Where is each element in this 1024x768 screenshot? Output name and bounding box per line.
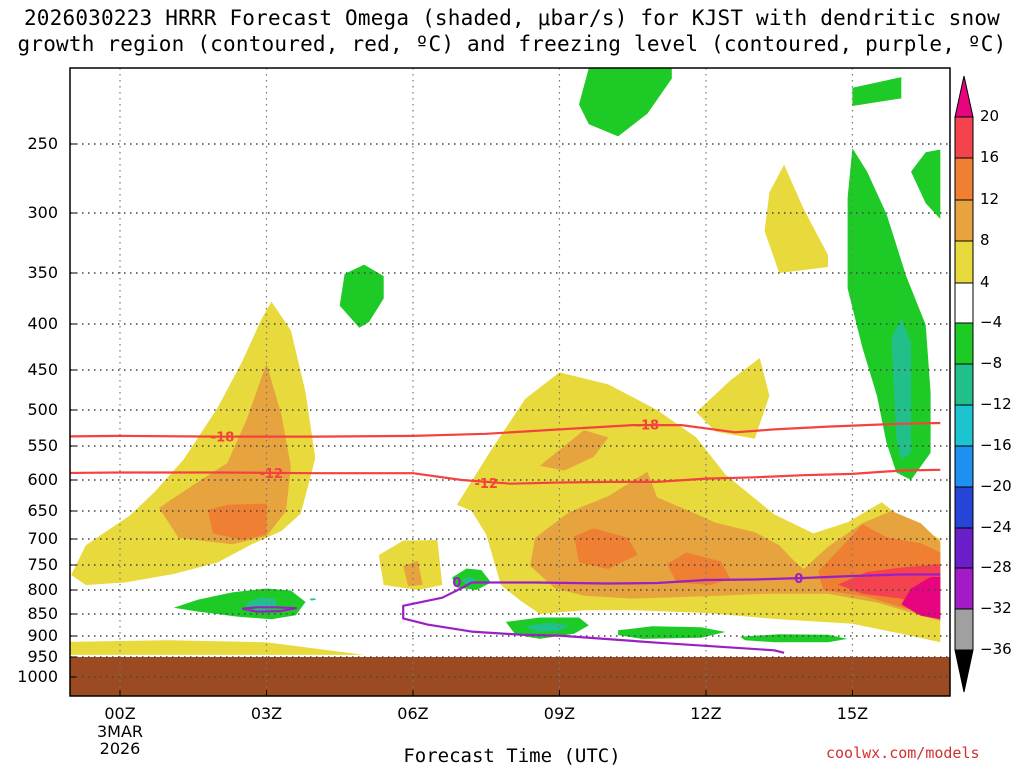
- omega-region-15: [901, 577, 941, 620]
- contour-label-0-0: -18: [211, 431, 235, 446]
- x-tick-label-09Z: 09Z: [543, 704, 576, 723]
- omega-region-24: [618, 626, 726, 639]
- grid-layer: [70, 68, 950, 696]
- colorbar-bin-9: [954, 445, 974, 488]
- contour-label-2-1: 0: [794, 572, 803, 587]
- y-tick-label-600: 600: [27, 470, 58, 489]
- omega-region-0: [70, 640, 365, 655]
- colorbar: [954, 75, 974, 693]
- colorbar-label-12: −32: [980, 599, 1012, 617]
- colorbar-bin-7: [954, 363, 974, 406]
- colorbar-label-8: −16: [980, 436, 1012, 454]
- chart-title-line-2: growth region (contoured, red, ºC) and f…: [17, 32, 1007, 56]
- x-tick-label-00Z: 00Z: [104, 704, 136, 723]
- contour-0: [70, 421, 941, 438]
- colorbar-bin-12: [954, 567, 974, 610]
- contour-label-2-0: 0: [452, 576, 461, 591]
- x-axis-title: Forecast Time (UTC): [403, 745, 621, 767]
- y-tick-label-700: 700: [27, 529, 58, 548]
- y-tick-label-750: 750: [27, 555, 58, 574]
- colorbar-bin-4: [954, 240, 974, 284]
- colorbar-label-1: 16: [980, 148, 1000, 166]
- credit-text: coolwx.com/models: [826, 744, 980, 762]
- contour-label-1-1: -12: [474, 477, 498, 492]
- chart-title-line-1: 2026030223 HRRR Forecast Omega (shaded, …: [23, 6, 1001, 30]
- y-tick-label-550: 550: [27, 436, 58, 455]
- omega-region-6: [159, 363, 291, 545]
- x-tick-label-06Z: 06Z: [397, 704, 429, 723]
- colorbar-bin-2: [954, 157, 974, 201]
- colorbar-label-7: −12: [980, 395, 1012, 413]
- colorbar-label-5: −4: [980, 313, 1003, 331]
- colorbar-label-11: −28: [980, 558, 1012, 576]
- colorbar-top-triangle: [954, 75, 974, 118]
- omega-region-21: [173, 588, 306, 620]
- colorbar-bottom-triangle: [954, 649, 974, 693]
- y-tick-label-250: 250: [27, 134, 58, 153]
- colorbar-bin-13: [954, 608, 974, 651]
- colorbar-bin-5: [954, 282, 974, 324]
- omega-region-17: [339, 264, 384, 328]
- omega-region-18: [847, 148, 931, 480]
- x-tick-label-15Z: 15Z: [836, 704, 869, 723]
- contour-2: [402, 573, 941, 654]
- colorbar-bin-10: [954, 486, 974, 529]
- x-tick-label-03Z: 03Z: [250, 704, 283, 723]
- y-tick-label-300: 300: [27, 203, 58, 222]
- y-tick-marks: [70, 143, 76, 678]
- colorbar-label-10: −24: [980, 518, 1012, 536]
- omega-region-25: [740, 634, 848, 643]
- omega-region-8: [539, 430, 609, 471]
- contour-label-0-1: -18: [636, 418, 660, 433]
- colorbar-label-0: 20: [980, 107, 1000, 125]
- colorbar-label-2: 12: [980, 190, 1000, 208]
- y-tick-label-800: 800: [27, 580, 58, 599]
- contour-3: [241, 606, 297, 613]
- colorbar-bin-1: [954, 116, 974, 159]
- contour-layer: -18 -18 -12 -12 0 0: [70, 418, 941, 654]
- omega-region-30: [309, 598, 317, 601]
- y-tick-label-400: 400: [27, 314, 58, 333]
- omega-region-10: [207, 503, 267, 540]
- omega-region-11: [574, 528, 638, 569]
- x-tick-sublabel-1: 2026: [99, 739, 141, 758]
- colorbar-bin-3: [954, 199, 974, 242]
- y-tick-label-1000: 1000: [17, 667, 58, 686]
- x-tick-sublabel-0: 3MAR: [96, 722, 144, 741]
- colorbar-label-9: −20: [980, 477, 1012, 495]
- omega-shading-layer: [70, 68, 941, 655]
- plot-frame: [69, 67, 951, 697]
- y-tick-label-850: 850: [27, 604, 58, 623]
- x-tick-marks: [119, 690, 853, 696]
- omega-region-16: [579, 68, 672, 137]
- y-tick-label-500: 500: [27, 400, 58, 419]
- omega-region-12: [666, 552, 731, 585]
- y-tick-label-350: 350: [27, 263, 58, 282]
- colorbar-bin-8: [954, 404, 974, 447]
- omega-region-20: [911, 149, 941, 219]
- y-tick-label-650: 650: [27, 501, 58, 520]
- colorbar-bin-6: [954, 322, 974, 365]
- y-tick-label-450: 450: [27, 360, 58, 379]
- omega-region-5: [764, 164, 828, 273]
- colorbar-bin-11: [954, 527, 974, 569]
- colorbar-label-4: 4: [980, 273, 990, 291]
- colorbar-label-3: 8: [980, 231, 990, 249]
- y-tick-label-950: 950: [27, 647, 58, 666]
- y-tick-label-900: 900: [27, 626, 58, 645]
- colorbar-label-6: −8: [980, 354, 1003, 372]
- omega-region-4: [696, 358, 770, 439]
- x-tick-label-12Z: 12Z: [690, 704, 722, 723]
- colorbar-label-13: −36: [980, 640, 1012, 658]
- contour-1: [70, 468, 941, 485]
- contour-label-1-0: -12: [260, 467, 284, 482]
- omega-region-29: [525, 622, 570, 632]
- omega-region-19: [852, 77, 902, 106]
